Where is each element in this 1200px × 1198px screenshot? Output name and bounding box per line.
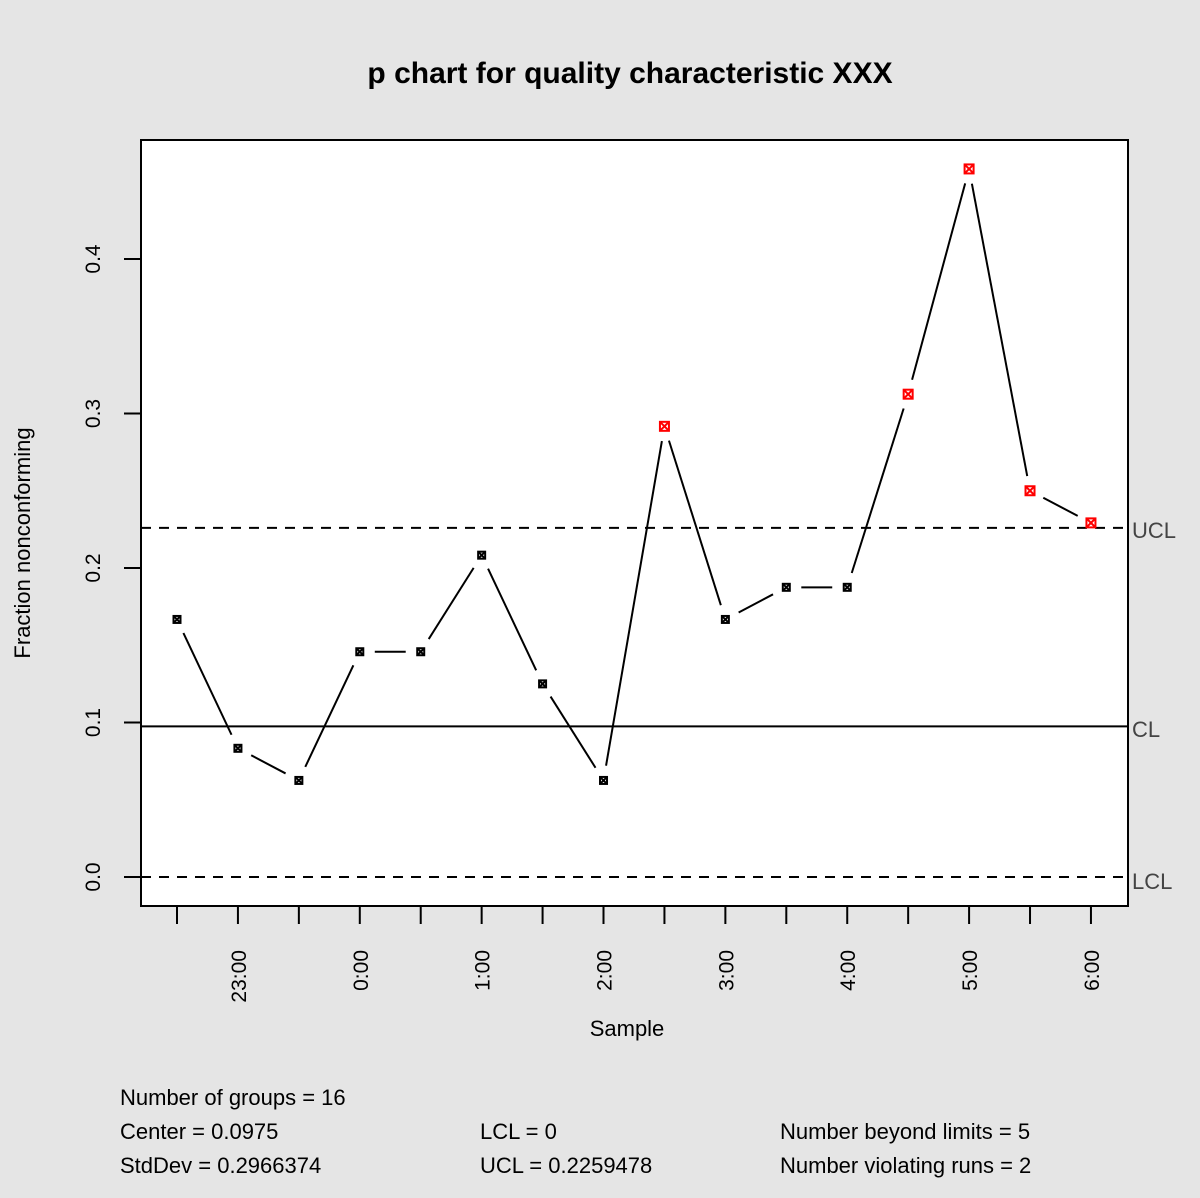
- lcl-label: LCL: [1132, 869, 1172, 894]
- line-segment: [182, 632, 233, 736]
- line-segment: [250, 754, 287, 775]
- y-tick-label: 0.2: [82, 553, 105, 582]
- line-segment: [487, 568, 538, 671]
- line-segment: [970, 183, 1029, 477]
- x-tick-label: 23:00: [228, 950, 251, 1003]
- data-point: [842, 582, 852, 592]
- line-segment: [850, 408, 905, 574]
- control-limit-lines: [141, 526, 1128, 878]
- cl-label: CL: [1132, 717, 1160, 742]
- out-of-control-point: [1024, 485, 1036, 497]
- x-tick-label: 4:00: [837, 950, 860, 991]
- y-tick-label: 0.1: [82, 708, 105, 737]
- line-segment: [1042, 496, 1079, 517]
- line-segment: [549, 696, 597, 769]
- y-tick-label: 0.4: [82, 244, 105, 274]
- data-point: [233, 743, 243, 753]
- line-segment: [427, 567, 475, 640]
- plot-area: [140, 139, 1129, 907]
- data-points: [172, 163, 1097, 785]
- x-tick-label: 1:00: [472, 950, 495, 991]
- data-point: [294, 775, 304, 785]
- y-tick-label: 0.0: [82, 862, 105, 891]
- out-of-control-point: [963, 163, 975, 175]
- x-tick-label: 6:00: [1081, 950, 1104, 991]
- data-point: [599, 775, 609, 785]
- ucl-label: UCL: [1132, 518, 1176, 543]
- y-axis-label: Fraction nonconforming: [10, 427, 35, 658]
- y-axis: 0.0 0.1 0.2 0.3 0.4: [82, 244, 141, 892]
- data-point: [720, 614, 730, 624]
- out-of-control-point: [1085, 517, 1097, 529]
- data-point: [781, 582, 791, 592]
- y-tick-label: 0.3: [82, 399, 105, 428]
- out-of-control-point: [658, 420, 670, 432]
- data-point: [355, 647, 365, 657]
- out-of-control-point: [902, 388, 914, 400]
- x-axis-label: Sample: [590, 1016, 665, 1041]
- data-point: [172, 614, 182, 624]
- x-axis: 23:00 0:00 1:00 2:00 3:00 4:00 5:00 6:00: [176, 906, 1104, 1003]
- x-tick-label: 0:00: [350, 950, 373, 991]
- data-line: [182, 183, 1079, 775]
- line-segment: [738, 593, 774, 614]
- x-tick-label: 2:00: [594, 950, 617, 991]
- line-segment: [667, 440, 722, 606]
- data-point: [416, 647, 426, 657]
- line-segment: [304, 664, 355, 768]
- data-point: [477, 550, 487, 560]
- data-point: [538, 679, 548, 689]
- x-tick-label: 5:00: [959, 950, 982, 991]
- line-segment: [605, 440, 663, 766]
- chart-title: p chart for quality characteristic XXX: [367, 57, 892, 90]
- line-segment: [911, 183, 967, 380]
- x-tick-label: 3:00: [715, 950, 738, 991]
